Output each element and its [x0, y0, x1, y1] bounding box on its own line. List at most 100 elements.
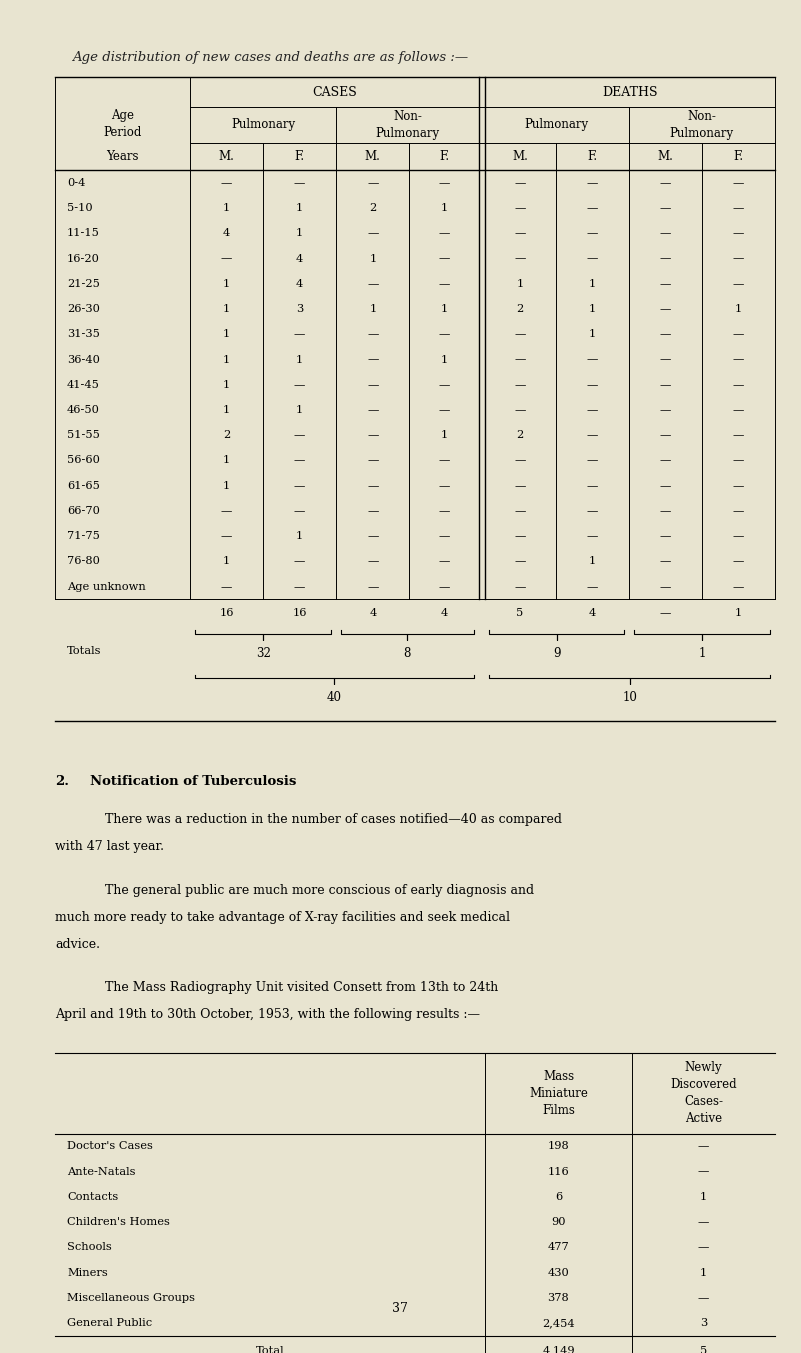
Text: 2,454: 2,454: [542, 1318, 575, 1329]
Text: 1: 1: [296, 229, 304, 238]
Text: 1: 1: [223, 456, 230, 465]
Text: 32: 32: [256, 647, 271, 660]
Text: 2.: 2.: [55, 775, 69, 789]
Text: 1: 1: [441, 304, 448, 314]
Text: —: —: [221, 506, 232, 515]
Text: —: —: [514, 582, 525, 591]
Text: 61-65: 61-65: [67, 480, 100, 491]
Text: 477: 477: [548, 1242, 570, 1253]
Text: —: —: [367, 480, 379, 491]
Text: M.: M.: [365, 150, 380, 162]
Text: —: —: [514, 532, 525, 541]
Text: Age unknown: Age unknown: [67, 582, 146, 591]
Text: 2: 2: [517, 430, 524, 440]
Text: —: —: [367, 329, 379, 340]
Text: 1: 1: [223, 279, 230, 288]
Text: F.: F.: [587, 150, 598, 162]
Text: Doctor's Cases: Doctor's Cases: [67, 1142, 153, 1151]
Text: Age
Period: Age Period: [103, 108, 142, 139]
Text: —: —: [733, 229, 744, 238]
Text: 198: 198: [548, 1142, 570, 1151]
Text: —: —: [586, 253, 598, 264]
Text: —: —: [294, 430, 305, 440]
Text: —: —: [586, 506, 598, 515]
Text: —: —: [698, 1142, 709, 1151]
Text: —: —: [698, 1293, 709, 1303]
Text: 40: 40: [327, 691, 342, 705]
Text: Notification of Tuberculosis: Notification of Tuberculosis: [90, 775, 296, 789]
Text: —: —: [294, 380, 305, 390]
Text: —: —: [294, 556, 305, 567]
Text: —: —: [660, 582, 671, 591]
Text: 0-4: 0-4: [67, 177, 86, 188]
Text: 31-35: 31-35: [67, 329, 100, 340]
Text: 1: 1: [589, 304, 596, 314]
Text: —: —: [294, 506, 305, 515]
Text: —: —: [733, 430, 744, 440]
Text: M.: M.: [219, 150, 235, 162]
Text: —: —: [367, 177, 379, 188]
Text: F.: F.: [439, 150, 449, 162]
Text: Newly
Discovered
Cases-
Active: Newly Discovered Cases- Active: [670, 1061, 737, 1126]
Text: —: —: [733, 329, 744, 340]
Text: 26-30: 26-30: [67, 304, 100, 314]
Text: General Public: General Public: [67, 1318, 152, 1329]
Text: —: —: [438, 380, 449, 390]
Text: 3: 3: [296, 304, 304, 314]
Text: Years: Years: [107, 150, 139, 162]
Text: —: —: [514, 506, 525, 515]
Text: 16: 16: [292, 607, 307, 618]
Text: 1: 1: [296, 405, 304, 415]
Text: M.: M.: [512, 150, 528, 162]
Text: 4: 4: [223, 229, 230, 238]
Text: 5: 5: [517, 607, 524, 618]
Text: —: —: [514, 253, 525, 264]
Text: —: —: [586, 354, 598, 364]
Text: —: —: [367, 405, 379, 415]
Text: DEATHS: DEATHS: [602, 85, 658, 99]
Text: 51-55: 51-55: [67, 430, 100, 440]
Text: —: —: [367, 582, 379, 591]
Text: —: —: [733, 177, 744, 188]
Text: —: —: [514, 556, 525, 567]
Text: —: —: [586, 229, 598, 238]
Text: Miners: Miners: [67, 1268, 108, 1277]
Text: —: —: [660, 177, 671, 188]
Text: —: —: [367, 556, 379, 567]
Text: —: —: [660, 203, 671, 212]
Text: —: —: [221, 177, 232, 188]
Text: 1: 1: [698, 647, 706, 660]
Text: 1: 1: [296, 354, 304, 364]
Text: April and 19th to 30th October, 1953, with the following results :—: April and 19th to 30th October, 1953, wi…: [55, 1008, 480, 1022]
Text: 1: 1: [223, 203, 230, 212]
Text: —: —: [438, 582, 449, 591]
Text: —: —: [294, 480, 305, 491]
Text: There was a reduction in the number of cases notified—40 as compared: There was a reduction in the number of c…: [105, 813, 562, 827]
Text: —: —: [438, 279, 449, 288]
Text: 2: 2: [223, 430, 230, 440]
Text: 8: 8: [404, 647, 411, 660]
Text: 1: 1: [589, 556, 596, 567]
Text: —: —: [660, 380, 671, 390]
Text: 76-80: 76-80: [67, 556, 100, 567]
Text: 116: 116: [548, 1166, 570, 1177]
Text: —: —: [367, 430, 379, 440]
Text: 1: 1: [223, 354, 230, 364]
Text: —: —: [660, 456, 671, 465]
Text: 16-20: 16-20: [67, 253, 100, 264]
Text: 1: 1: [517, 279, 524, 288]
Text: —: —: [514, 229, 525, 238]
Text: 1: 1: [223, 329, 230, 340]
Text: —: —: [438, 556, 449, 567]
Text: —: —: [733, 582, 744, 591]
Text: 46-50: 46-50: [67, 405, 100, 415]
Text: —: —: [660, 430, 671, 440]
Text: —: —: [294, 177, 305, 188]
Text: 41-45: 41-45: [67, 380, 100, 390]
Text: —: —: [660, 405, 671, 415]
Text: —: —: [698, 1166, 709, 1177]
Text: —: —: [660, 532, 671, 541]
Text: 4: 4: [441, 607, 448, 618]
Text: —: —: [586, 405, 598, 415]
Text: 1: 1: [700, 1268, 707, 1277]
